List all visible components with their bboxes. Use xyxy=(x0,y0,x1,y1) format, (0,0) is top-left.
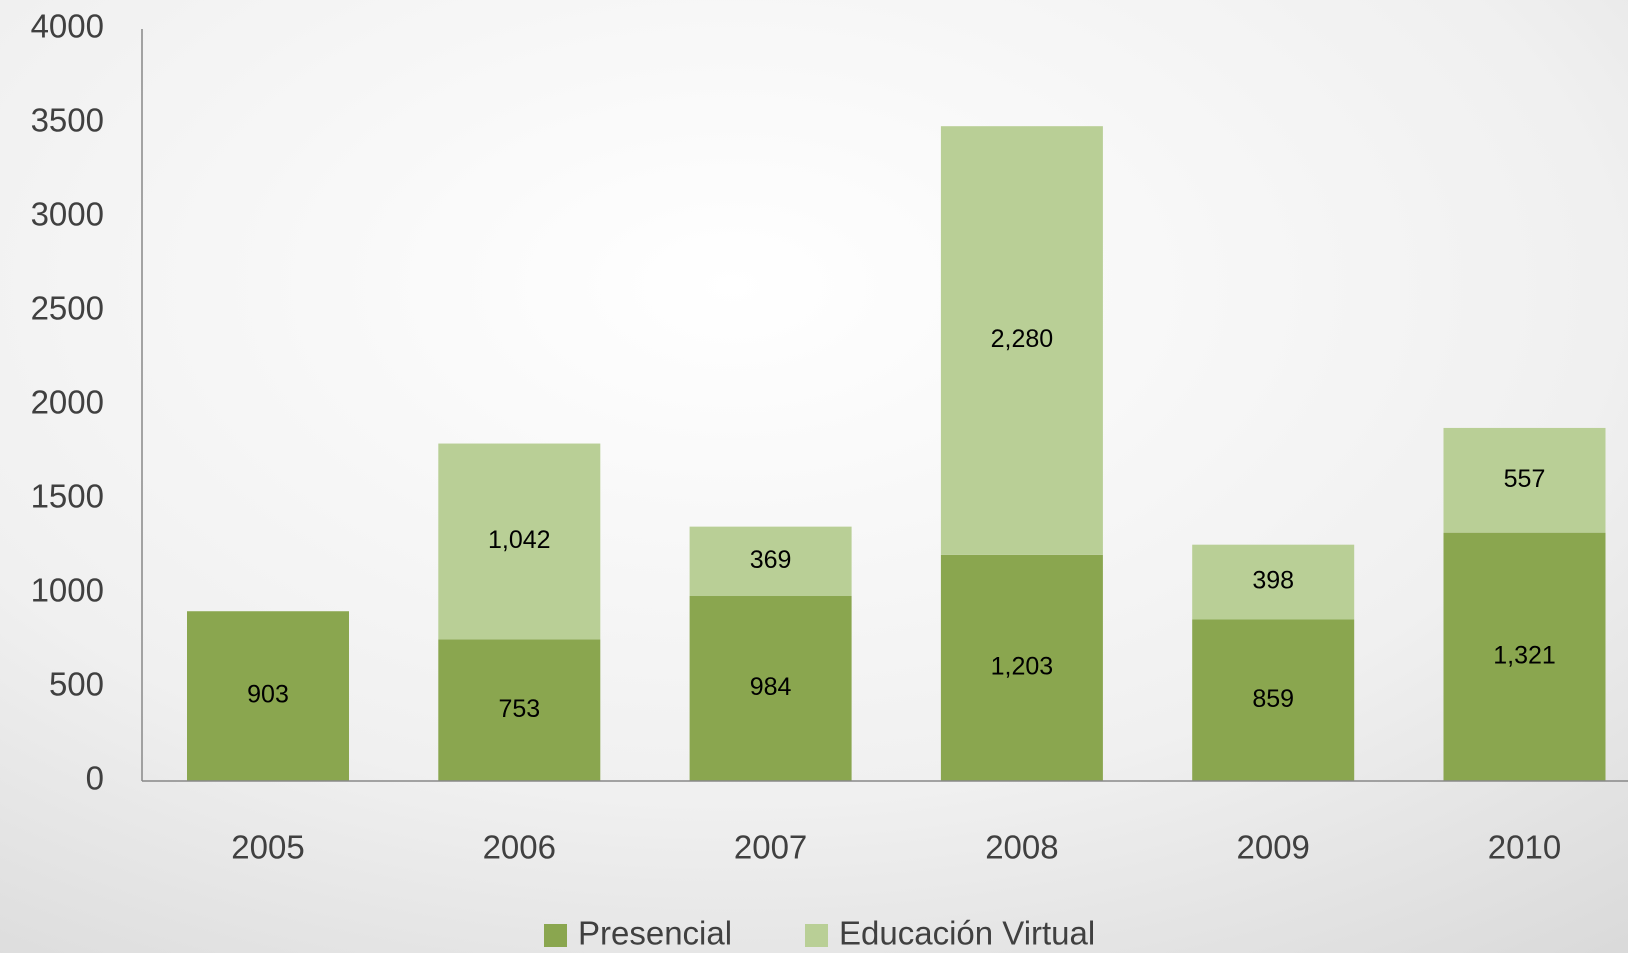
bar-segment xyxy=(187,611,349,781)
data-label: 903 xyxy=(247,681,289,709)
legend-swatch xyxy=(544,924,567,947)
bar-segment xyxy=(438,639,601,781)
bar-segment xyxy=(1443,532,1606,781)
bar-segment xyxy=(689,596,852,781)
x-tick-label: 2010 xyxy=(1488,829,1561,866)
data-label: 398 xyxy=(1252,567,1294,595)
bar-segment xyxy=(940,126,1103,555)
x-tick-label: 2009 xyxy=(1236,829,1309,866)
y-tick-label: 2500 xyxy=(31,290,104,327)
data-label: 753 xyxy=(498,695,540,723)
y-tick-label: 1000 xyxy=(31,572,104,609)
data-label: 859 xyxy=(1252,685,1294,713)
x-tick-label: 2006 xyxy=(483,829,556,866)
data-label: 984 xyxy=(750,673,792,701)
data-label: 1,042 xyxy=(488,526,551,554)
data-label: 369 xyxy=(750,546,792,574)
bar-segment xyxy=(940,554,1103,781)
y-tick-label: 3000 xyxy=(31,196,104,233)
y-tick-label: 2000 xyxy=(31,384,104,421)
x-tick-label: 2008 xyxy=(985,829,1058,866)
x-tick-label: 2007 xyxy=(734,829,807,866)
bar-segment xyxy=(689,526,852,597)
legend-swatch xyxy=(805,924,828,947)
bar-segment xyxy=(1192,544,1355,620)
legend-label: Educación Virtual xyxy=(839,915,1095,952)
y-tick-label: 500 xyxy=(49,666,104,703)
y-tick-label: 0 xyxy=(86,760,104,797)
legend-label: Presencial xyxy=(578,915,732,952)
bar-segment xyxy=(438,443,601,640)
bar-segment xyxy=(1192,619,1355,781)
x-tick-label: 2005 xyxy=(231,829,304,866)
bar-segment xyxy=(1443,427,1606,533)
data-label: 1,203 xyxy=(991,653,1054,681)
y-tick-label: 3500 xyxy=(31,102,104,139)
data-label: 557 xyxy=(1504,465,1546,493)
data-label: 1,321 xyxy=(1493,641,1556,669)
data-label: 2,280 xyxy=(991,325,1054,353)
y-tick-label: 4000 xyxy=(31,8,104,45)
y-tick-label: 1500 xyxy=(31,478,104,515)
